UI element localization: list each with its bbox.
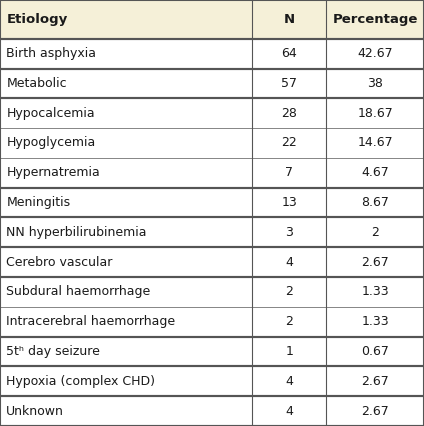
Text: 42.67: 42.67: [357, 47, 393, 60]
Text: Hypoxia (complex CHD): Hypoxia (complex CHD): [6, 375, 155, 388]
Text: 2.67: 2.67: [361, 256, 389, 269]
Text: 2: 2: [371, 226, 379, 239]
Bar: [0, 277, 424, 337]
Text: 4: 4: [285, 405, 293, 417]
Text: 14.67: 14.67: [357, 136, 393, 150]
Text: Birth asphyxia: Birth asphyxia: [6, 47, 96, 60]
Bar: [0, 247, 424, 277]
Bar: [0, 69, 424, 98]
Text: 2: 2: [285, 285, 293, 299]
Text: 2: 2: [285, 315, 293, 328]
Text: Subdural haemorrhage: Subdural haemorrhage: [6, 285, 151, 299]
Bar: [0, 217, 424, 247]
Bar: [0, 39, 424, 69]
Text: Metabolic: Metabolic: [6, 77, 67, 90]
Text: 8.67: 8.67: [361, 196, 389, 209]
Bar: [0, 366, 424, 396]
Text: Cerebro vascular: Cerebro vascular: [6, 256, 113, 269]
Text: Intracerebral haemorrhage: Intracerebral haemorrhage: [6, 315, 176, 328]
Text: 1.33: 1.33: [361, 315, 389, 328]
Text: Hypoglycemia: Hypoglycemia: [6, 136, 95, 150]
Text: Percentage: Percentage: [332, 13, 418, 26]
Text: 2.67: 2.67: [361, 405, 389, 417]
Bar: [0, 337, 424, 366]
Bar: [0, 188, 424, 217]
Text: 0.67: 0.67: [361, 345, 389, 358]
Text: 7: 7: [285, 166, 293, 179]
Text: 28: 28: [282, 106, 297, 120]
Text: 4: 4: [285, 256, 293, 269]
Text: 5tʰ day seizure: 5tʰ day seizure: [6, 345, 100, 358]
Bar: [0, 0, 424, 39]
Text: 4.67: 4.67: [361, 166, 389, 179]
Bar: [0, 98, 424, 188]
Text: Hypocalcemia: Hypocalcemia: [6, 106, 95, 120]
Text: 2.67: 2.67: [361, 375, 389, 388]
Text: 13: 13: [282, 196, 297, 209]
Text: 3: 3: [285, 226, 293, 239]
Text: Meningitis: Meningitis: [6, 196, 70, 209]
Text: Unknown: Unknown: [6, 405, 64, 417]
Text: Hypernatremia: Hypernatremia: [6, 166, 100, 179]
Text: 57: 57: [282, 77, 297, 90]
Text: 1.33: 1.33: [361, 285, 389, 299]
Text: 22: 22: [282, 136, 297, 150]
Text: 38: 38: [367, 77, 383, 90]
Text: Etiology: Etiology: [6, 13, 67, 26]
Text: 1: 1: [285, 345, 293, 358]
Text: 64: 64: [282, 47, 297, 60]
Text: N: N: [284, 13, 295, 26]
Text: NN hyperbilirubinemia: NN hyperbilirubinemia: [6, 226, 147, 239]
Text: 18.67: 18.67: [357, 106, 393, 120]
Bar: [0, 396, 424, 426]
Text: 4: 4: [285, 375, 293, 388]
